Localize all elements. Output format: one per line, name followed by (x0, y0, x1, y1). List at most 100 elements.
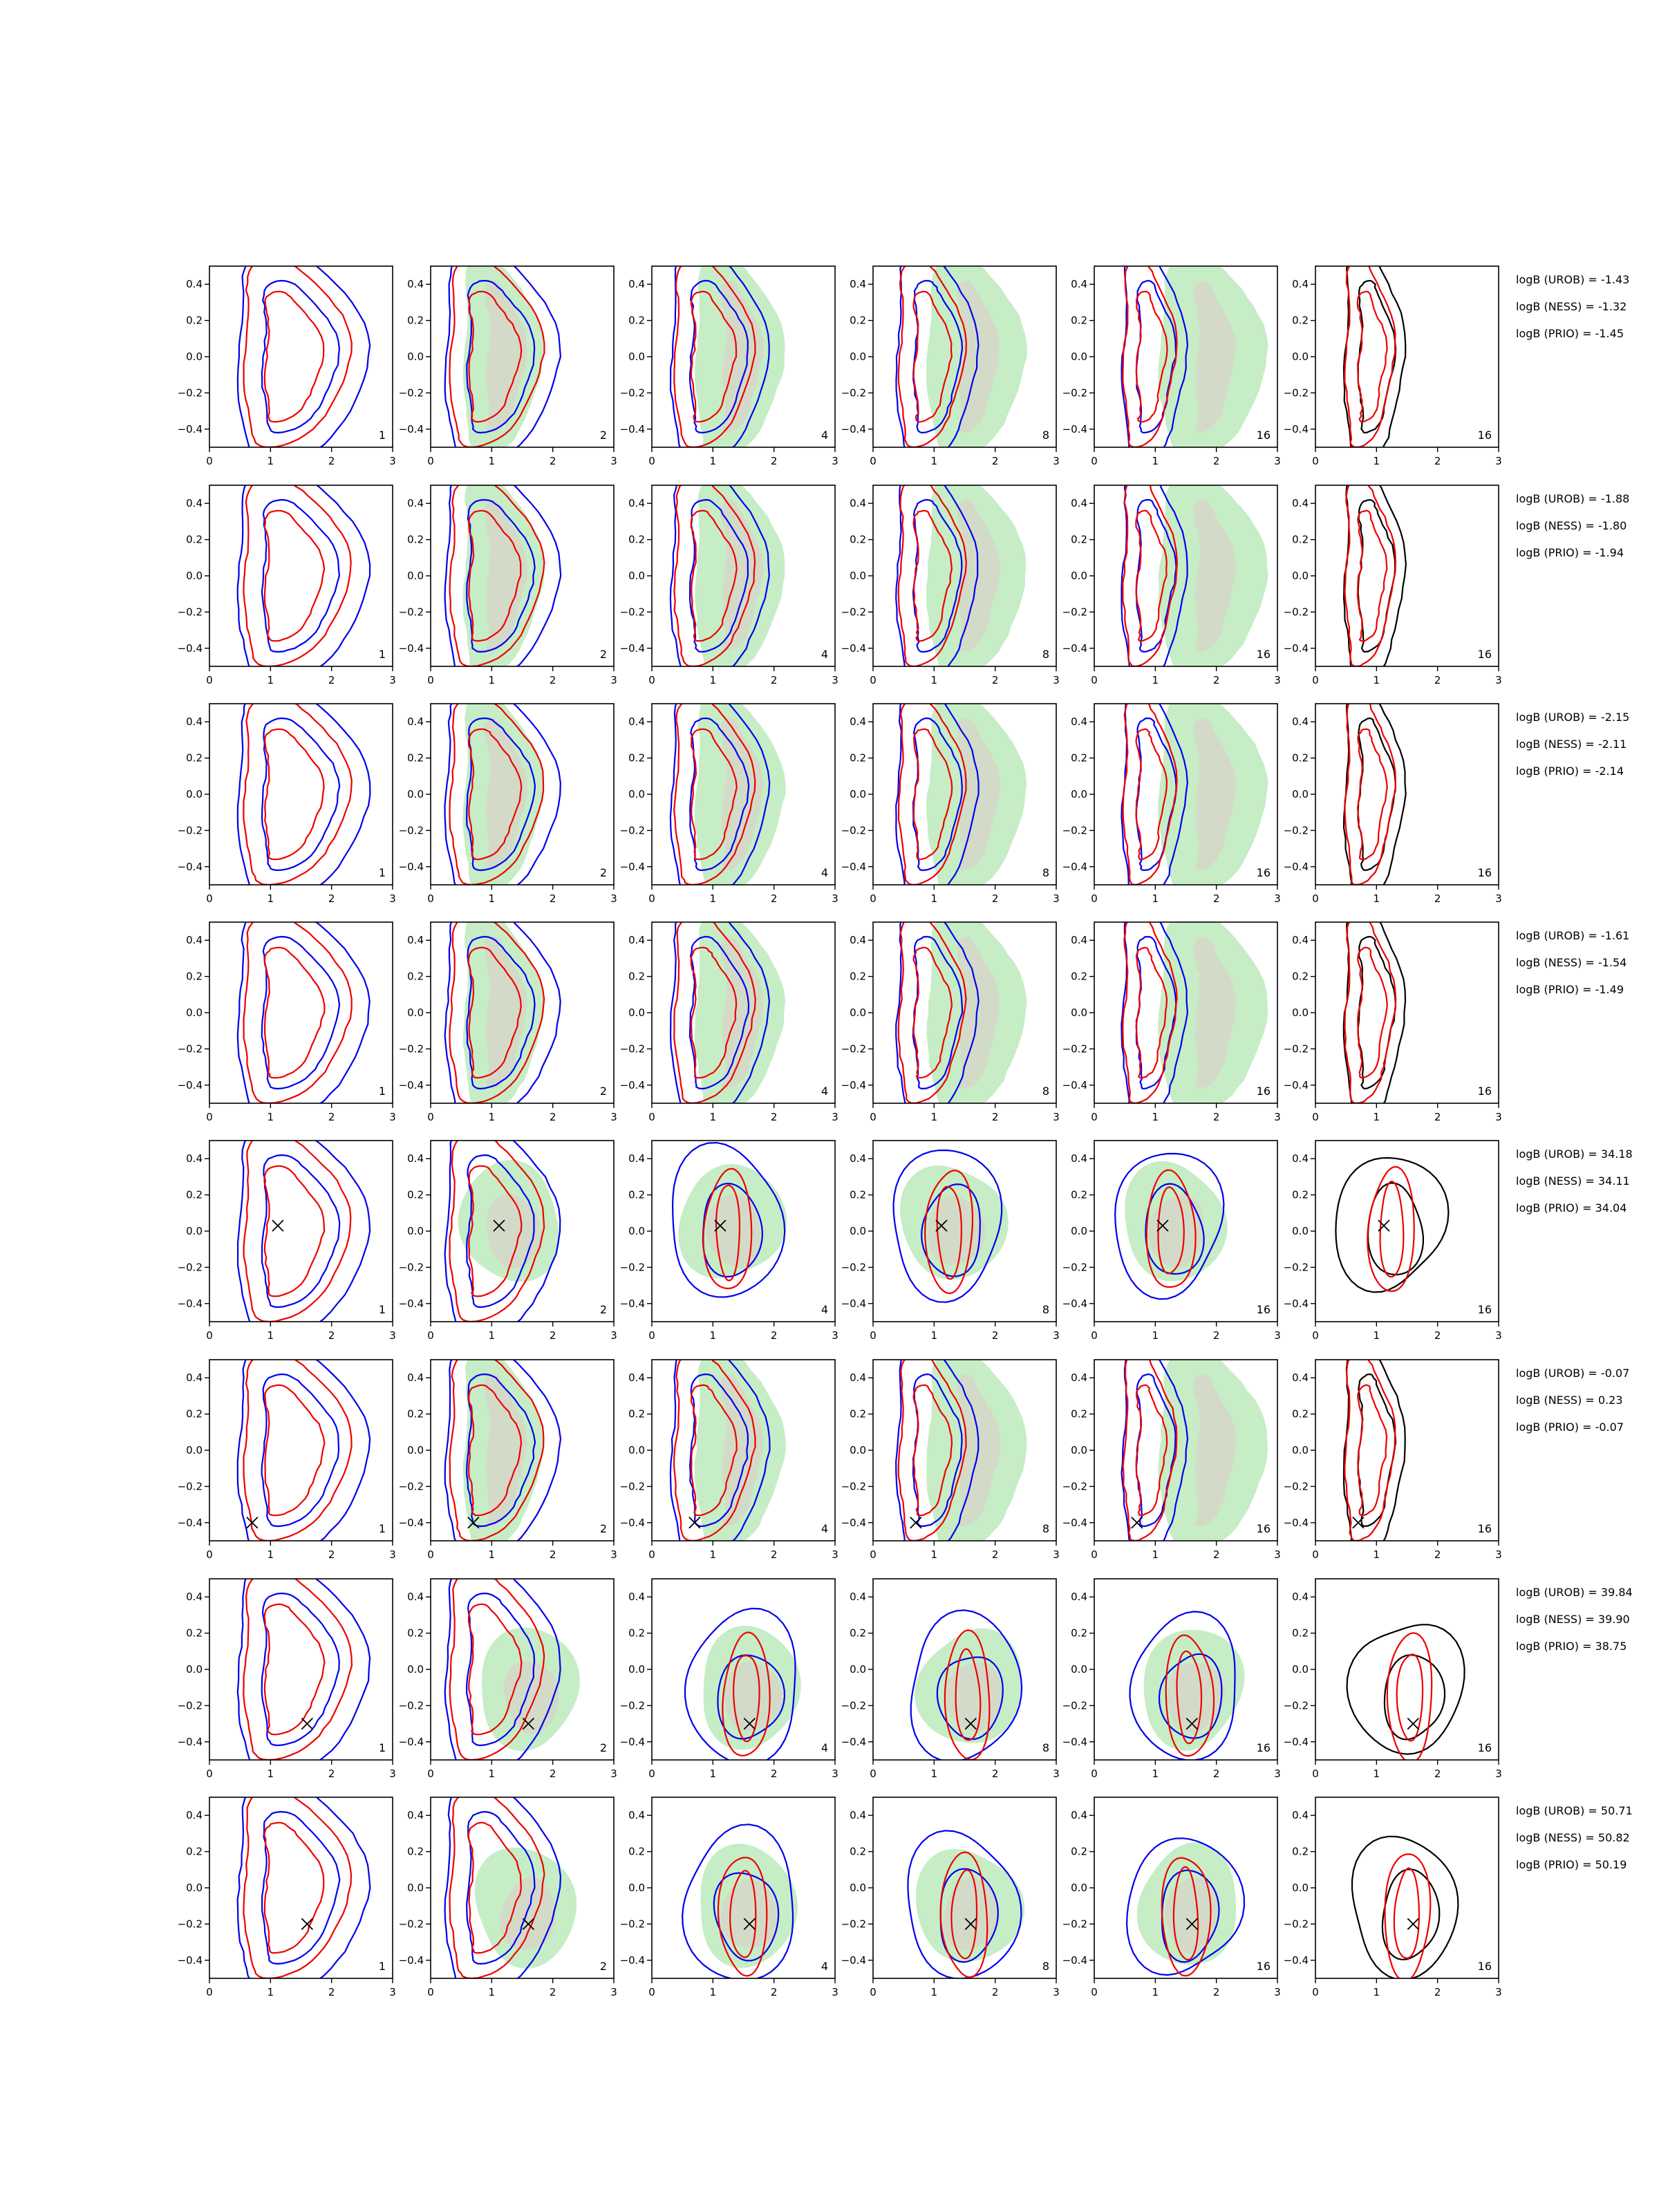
x-tick-label: 2 (1434, 1548, 1441, 1561)
contour-panel: 0 1 2 3 0.4 0.2 0.0 −0.2 −0.4 8 (841, 265, 1060, 467)
y-tick-label: 0.0 (407, 788, 424, 800)
x-tick-label: 2 (771, 1548, 778, 1561)
contour-red-outer (897, 1360, 967, 1541)
contour-red-inner (263, 946, 326, 1079)
contour-red-inner (1135, 1384, 1168, 1517)
x-tick-label: 1 (489, 892, 496, 905)
y-tick-label: 0.0 (1071, 788, 1087, 800)
y-tick-label: −0.4 (399, 1079, 424, 1091)
panel-label: 1 (379, 1960, 386, 1973)
y-tick-label: 0.2 (628, 315, 645, 327)
contour-outer (444, 1797, 562, 1978)
contour-inner (261, 1154, 341, 1309)
x-tick-label: 0 (1091, 1329, 1098, 1342)
logb-annotation: logB (PRIO) = -2.14 (1516, 765, 1624, 778)
plot-area (236, 1797, 371, 1978)
contour-outer (444, 922, 561, 1103)
contour-outer (682, 1824, 794, 1978)
contour-panel: 0 1 2 3 0.4 0.2 0.0 −0.2 −0.4 16 (1062, 265, 1281, 467)
x-tick-label: 2 (1434, 1329, 1441, 1342)
contour-red-inner (912, 946, 953, 1079)
contour-red-outer (1161, 1857, 1212, 1977)
logb-annotation: logB (NESS) = -2.11 (1516, 738, 1627, 751)
true-value-marker (301, 1918, 313, 1931)
y-tick-label: −0.2 (620, 1042, 645, 1055)
panel-frame (209, 703, 393, 885)
x-tick-label: 0 (648, 674, 655, 686)
contour-red-outer (1384, 1853, 1432, 1978)
y-tick-label: 0.2 (850, 534, 866, 546)
contour-inner (688, 1373, 749, 1528)
logb-annotation: logB (UROB) = -2.15 (1516, 711, 1629, 724)
x-tick-label: 2 (992, 892, 999, 905)
prior-region-inner (1147, 1194, 1204, 1268)
contour-red-outer (243, 485, 352, 666)
plot-area (669, 266, 785, 447)
contour-red-inner (912, 1384, 953, 1517)
x-tick-label: 0 (427, 455, 434, 467)
contour-panel: 0 1 2 3 0.4 0.2 0.0 −0.2 −0.4 16 (1062, 921, 1281, 1123)
x-tick-label: 2 (992, 674, 999, 686)
y-tick-label: −0.2 (1062, 824, 1087, 836)
x-tick-label: 3 (832, 1548, 838, 1561)
contour-red-inner (1172, 1866, 1199, 1961)
contour-panel: 0 1 2 3 0.4 0.2 0.0 −0.2 −0.4 4 (620, 485, 838, 686)
true-value-marker (1185, 1918, 1198, 1931)
contour-red-outer (939, 1851, 988, 1978)
contour-inner (936, 1656, 1004, 1741)
x-tick-label: 2 (1213, 674, 1220, 686)
contour-panel: 0 1 2 3 0.4 0.2 0.0 −0.2 −0.4 1 (178, 1140, 396, 1342)
y-tick-label: −0.4 (841, 1736, 866, 1748)
true-value-marker (1407, 1918, 1419, 1931)
logb-annotation: logB (NESS) = -1.80 (1516, 519, 1627, 532)
contour-panel: 0 1 2 3 0.4 0.2 0.0 −0.2 −0.4 4 (620, 1797, 838, 1998)
y-tick-label: 0.4 (850, 1371, 866, 1384)
x-tick-label: 2 (550, 1986, 556, 1998)
contour-panel: 0 1 2 3 0.4 0.2 0.0 −0.2 −0.4 16 (1284, 1578, 1502, 1780)
contour-panel: 0 1 2 3 0.4 0.2 0.0 −0.2 −0.4 1 (178, 1578, 396, 1780)
contour-red-inner (912, 728, 953, 861)
y-tick-label: −0.2 (841, 386, 866, 399)
x-tick-label: 1 (1152, 1329, 1159, 1342)
contour-red-outer (449, 1360, 545, 1541)
x-tick-label: 0 (206, 1986, 213, 1998)
x-tick-label: 1 (489, 1111, 496, 1123)
y-tick-label: −0.2 (178, 1480, 203, 1492)
panel-label: 8 (1042, 1741, 1049, 1754)
panel-label: 8 (1042, 1085, 1049, 1098)
contour-panel: 0 1 2 3 0.4 0.2 0.0 −0.2 −0.4 16 (1062, 1797, 1281, 1998)
contour-inner (466, 279, 536, 434)
contour-inner (261, 935, 341, 1090)
contour-panel: 0 1 2 3 0.4 0.2 0.0 −0.2 −0.4 8 (841, 1578, 1060, 1780)
contour-outer (1342, 266, 1407, 447)
y-tick-label: 0.0 (186, 1225, 203, 1237)
contour-red-outer (1386, 1632, 1433, 1760)
y-tick-label: 0.0 (628, 1663, 645, 1676)
y-tick-label: −0.2 (1284, 386, 1309, 399)
x-tick-label: 3 (832, 1111, 838, 1123)
y-tick-label: 0.2 (628, 1408, 645, 1421)
contour-outer (669, 704, 771, 885)
contour-outer (895, 266, 980, 447)
x-tick-label: 2 (1434, 674, 1441, 686)
x-tick-label: 2 (771, 1329, 778, 1342)
x-tick-label: 1 (268, 674, 274, 686)
logb-annotation: logB (PRIO) = 34.04 (1516, 1201, 1627, 1215)
contour-outer (1351, 1835, 1459, 1978)
x-tick-label: 3 (389, 455, 396, 467)
x-tick-label: 3 (832, 1768, 838, 1780)
prior-region-inner (1193, 937, 1237, 1089)
contour-inner (261, 717, 341, 872)
x-tick-label: 0 (427, 1548, 434, 1561)
y-tick-label: −0.4 (1062, 423, 1087, 435)
y-tick-label: −0.4 (841, 1517, 866, 1529)
prior-region-inner (720, 281, 764, 433)
contour-panel: 0 1 2 3 0.4 0.2 0.0 −0.2 −0.4 4 (620, 1359, 838, 1561)
x-tick-label: 1 (1152, 892, 1159, 905)
contour-red-inner (690, 728, 738, 861)
panel-label: 2 (600, 1960, 607, 1973)
x-tick-label: 3 (1053, 1548, 1060, 1561)
y-tick-label: 0.0 (186, 1444, 203, 1456)
contour-red-inner (263, 1165, 326, 1297)
y-tick-label: 0.2 (1071, 1627, 1087, 1640)
